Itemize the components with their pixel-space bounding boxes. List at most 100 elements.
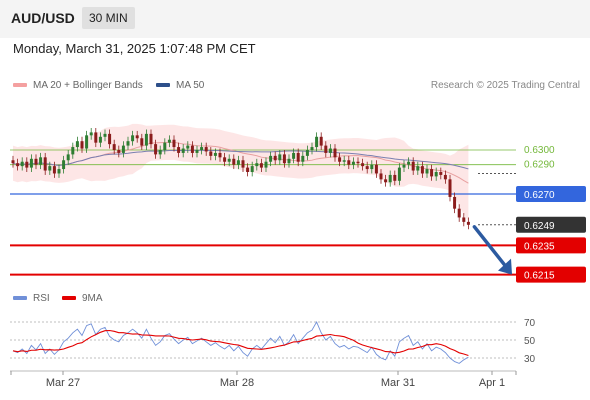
candle-body xyxy=(75,141,79,148)
level-tag-0.6235 xyxy=(516,237,586,254)
candle-body xyxy=(250,166,254,172)
candle-body xyxy=(356,161,360,164)
candle-body xyxy=(43,157,47,171)
candle-body xyxy=(39,157,43,165)
candle-body xyxy=(108,133,112,145)
candle-body xyxy=(287,158,291,164)
candle-body xyxy=(158,149,162,155)
rsi-level-label-50: 50 xyxy=(524,336,536,347)
candle-body xyxy=(181,148,185,153)
x-tick-label: Mar 31 xyxy=(381,377,415,389)
candle-body xyxy=(388,174,392,183)
candle-body xyxy=(57,169,61,174)
candle-body xyxy=(407,161,411,165)
candle-body xyxy=(163,142,167,150)
ma50-swatch xyxy=(156,83,170,88)
candle-body xyxy=(11,160,15,164)
candle-body xyxy=(379,173,383,180)
candle-body xyxy=(89,132,93,136)
candle-body xyxy=(135,135,139,139)
candle-body xyxy=(246,167,250,172)
candle-body xyxy=(296,152,300,162)
candle-body xyxy=(430,169,434,177)
candle-body xyxy=(52,166,56,174)
ma20-swatch xyxy=(13,83,27,88)
candle-body xyxy=(195,149,199,153)
candle-body xyxy=(259,163,263,168)
candle-body xyxy=(154,144,158,155)
candle-body xyxy=(227,158,231,162)
candle-body xyxy=(397,167,401,181)
level-label-0.6290: 0.6290 xyxy=(524,160,555,171)
rsi-line xyxy=(12,320,469,364)
candle-body xyxy=(273,155,277,161)
candle-body xyxy=(292,152,296,159)
9ma-swatch xyxy=(62,296,76,301)
candle-body xyxy=(319,136,323,146)
ma50-line xyxy=(12,149,469,170)
rsi-level-label-70: 70 xyxy=(524,318,536,329)
candle-body xyxy=(213,152,217,156)
candle-body xyxy=(333,148,337,158)
x-tick-label: Mar 27 xyxy=(46,377,80,389)
forecast-arrow-line xyxy=(472,225,508,269)
credit-label: Research © 2025 Trading Central xyxy=(430,80,580,91)
legend-ma50-label: MA 50 xyxy=(176,80,205,91)
candle-body xyxy=(140,138,144,146)
level-tag-0.6270 xyxy=(516,186,586,202)
candle-body xyxy=(218,152,222,158)
legend-9ma: 9MA xyxy=(62,293,103,304)
candle-body xyxy=(144,133,148,146)
candle-body xyxy=(448,179,452,197)
candle-body xyxy=(131,135,135,142)
candle-body xyxy=(186,145,190,149)
candle-body xyxy=(370,164,374,170)
candle-body xyxy=(269,155,273,162)
candle-body xyxy=(232,158,236,165)
candle-body xyxy=(264,161,268,168)
candle-body xyxy=(255,163,259,167)
candle-body xyxy=(241,160,245,168)
candle-body xyxy=(282,154,286,164)
candle-body xyxy=(121,145,125,153)
candle-body xyxy=(443,174,447,180)
candle-body xyxy=(103,133,107,137)
candle-body xyxy=(416,166,420,171)
candle-body xyxy=(236,160,240,165)
candle-body xyxy=(94,132,98,143)
candle-body xyxy=(98,136,102,143)
candle-body xyxy=(301,155,305,162)
candle-body xyxy=(112,144,116,150)
level-label-0.6215: 0.6215 xyxy=(524,271,555,282)
candle-body xyxy=(411,161,415,171)
rsi-9ma-line xyxy=(12,329,469,357)
candle-body xyxy=(402,164,406,168)
candle-body xyxy=(324,145,328,153)
rsi-level-label-30: 30 xyxy=(524,354,536,365)
candle-body xyxy=(338,157,342,162)
candle-body xyxy=(328,148,332,153)
legend-rsi-label: RSI xyxy=(33,293,50,304)
currency-pair-title: AUD/USD xyxy=(11,10,75,26)
candle-body xyxy=(315,136,319,148)
candle-body xyxy=(48,166,52,171)
candle-body xyxy=(190,145,194,153)
candle-body xyxy=(149,133,153,145)
bollinger-band xyxy=(13,123,469,222)
candle-body xyxy=(439,171,443,175)
candle-body xyxy=(200,147,204,150)
candle-body xyxy=(384,179,388,183)
candle-body xyxy=(434,171,438,177)
candle-body xyxy=(310,147,314,150)
candle-body xyxy=(34,158,38,165)
candle-body xyxy=(393,174,397,181)
candle-body xyxy=(278,154,282,161)
candle-body xyxy=(80,141,84,149)
legend-ma20-label: MA 20 + Bollinger Bands xyxy=(33,80,143,91)
timeframe-button[interactable]: 30 MIN xyxy=(82,7,135,29)
rsi-swatch xyxy=(13,296,27,301)
candle-body xyxy=(71,147,75,155)
candle-body xyxy=(425,169,429,174)
candle-body xyxy=(223,157,227,162)
